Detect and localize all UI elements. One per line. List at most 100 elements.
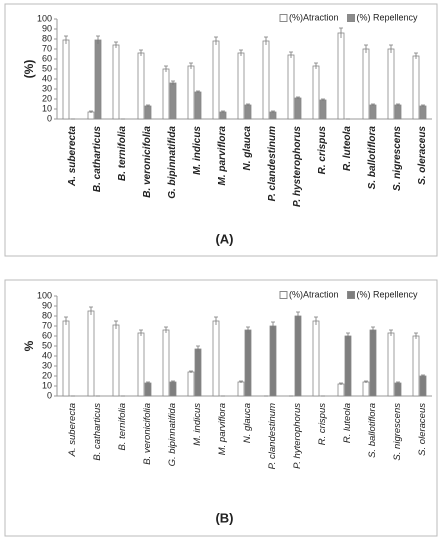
error-bar — [371, 103, 375, 106]
legend-swatch — [279, 291, 288, 299]
error-bar — [414, 52, 418, 59]
bar — [237, 381, 245, 397]
bar — [144, 105, 152, 120]
y-tick-label: 50 — [42, 63, 52, 73]
x-tick-label cat0: G. bipinnatifida — [167, 126, 178, 199]
error-bar — [214, 36, 218, 45]
x-tick-label cat1: N. glauca — [242, 403, 253, 443]
y-tick-label: 100 — [37, 13, 52, 23]
bar — [362, 48, 370, 120]
legend-label: (%)Atraction — [289, 12, 339, 22]
y-tick-label: 90 — [42, 23, 52, 33]
error-bar — [164, 326, 168, 333]
bar — [187, 371, 195, 397]
x-tick-label cat1: S. oleraceus — [417, 403, 428, 456]
legend-swatch — [347, 14, 356, 22]
y-tick-label: 10 — [42, 103, 52, 113]
x-tick-label cat0: P. hysterophorus — [292, 126, 303, 207]
bar — [362, 381, 370, 397]
error-bar — [214, 316, 218, 325]
bar — [62, 39, 70, 120]
error-bar — [221, 110, 225, 113]
panel-frame — [4, 279, 438, 537]
error-bar — [196, 90, 200, 93]
bar — [219, 111, 227, 120]
y-tick-label: 20 — [42, 93, 52, 103]
x-tick-label cat0: R. luteola — [342, 126, 353, 171]
y-tick-label: 70 — [42, 43, 52, 53]
bar — [369, 329, 377, 397]
bar — [394, 104, 402, 120]
error-bar — [364, 44, 368, 53]
error-bar — [164, 65, 168, 72]
x-tick-label cat0: B. catharticus — [92, 126, 103, 193]
bar — [137, 332, 145, 397]
y-tick-label: 60 — [42, 53, 52, 63]
bar — [262, 40, 270, 120]
bar — [387, 48, 395, 120]
error-bar — [396, 381, 400, 384]
error-bar — [321, 98, 325, 101]
bar — [419, 375, 427, 397]
bar — [187, 65, 195, 120]
error-bar — [396, 103, 400, 106]
x-tick-label cat0: P. clandestinum — [267, 126, 278, 202]
error-bar — [389, 44, 393, 53]
error-bar — [239, 380, 243, 383]
bar — [194, 91, 202, 120]
x-tick-label cat1: S. nigrescens — [392, 403, 403, 461]
error-bar — [414, 332, 418, 339]
legend-label: (%)Atraction — [289, 289, 339, 299]
error-bar — [339, 27, 343, 38]
error-bar — [346, 332, 350, 339]
bar — [344, 335, 352, 397]
x-tick-label cat1: M. indicus — [192, 403, 203, 446]
bar — [244, 329, 252, 397]
bar — [294, 315, 302, 397]
error-bar — [89, 306, 93, 315]
error-bar — [114, 320, 118, 329]
x-tick-label cat1: B. ternifolia — [117, 403, 128, 451]
x-tick-label cat0: B. ternifolia — [117, 126, 128, 181]
y-tick-label: 20 — [42, 370, 52, 380]
error-bar — [314, 316, 318, 325]
y-tick-label: 80 — [42, 33, 52, 43]
error-bar — [296, 96, 300, 99]
y-tick-label: 80 — [42, 310, 52, 320]
bar — [144, 382, 152, 397]
bar — [287, 54, 295, 120]
bar — [269, 325, 277, 397]
bar — [244, 104, 252, 120]
x-tick-label cat1: P. clandestinum — [267, 403, 278, 469]
error-bar — [171, 380, 175, 383]
bar — [394, 382, 402, 397]
x-tick-label cat0: S. ballotiflora — [367, 126, 378, 190]
error-bar — [296, 311, 300, 320]
y-axis-label: % — [22, 340, 36, 351]
bar — [169, 82, 177, 120]
bar — [87, 111, 95, 120]
error-bar — [421, 104, 425, 107]
y-tick-label: 60 — [42, 330, 52, 340]
error-bar — [314, 62, 318, 69]
bar — [412, 55, 420, 120]
error-bar — [364, 380, 368, 383]
error-bar — [139, 329, 143, 336]
x-tick-label cat1: R. luteola — [342, 403, 353, 443]
bar — [294, 97, 302, 120]
error-bar — [64, 316, 68, 325]
x-tick-label cat1: P. hyterophorus — [292, 403, 303, 469]
legend-label: (%) Repellency — [357, 289, 419, 299]
bar — [162, 68, 170, 120]
y-tick-label: 100 — [37, 290, 52, 300]
y-tick-label: 30 — [42, 360, 52, 370]
x-tick-label cat1: B. catharticus — [92, 403, 103, 461]
bar — [112, 324, 120, 397]
y-tick-label: 0 — [47, 113, 52, 123]
bar — [162, 329, 170, 397]
x-tick-label cat0: M. indicus — [192, 126, 203, 175]
error-bar — [139, 49, 143, 56]
error-bar — [421, 374, 425, 377]
legend-swatch — [279, 14, 288, 22]
